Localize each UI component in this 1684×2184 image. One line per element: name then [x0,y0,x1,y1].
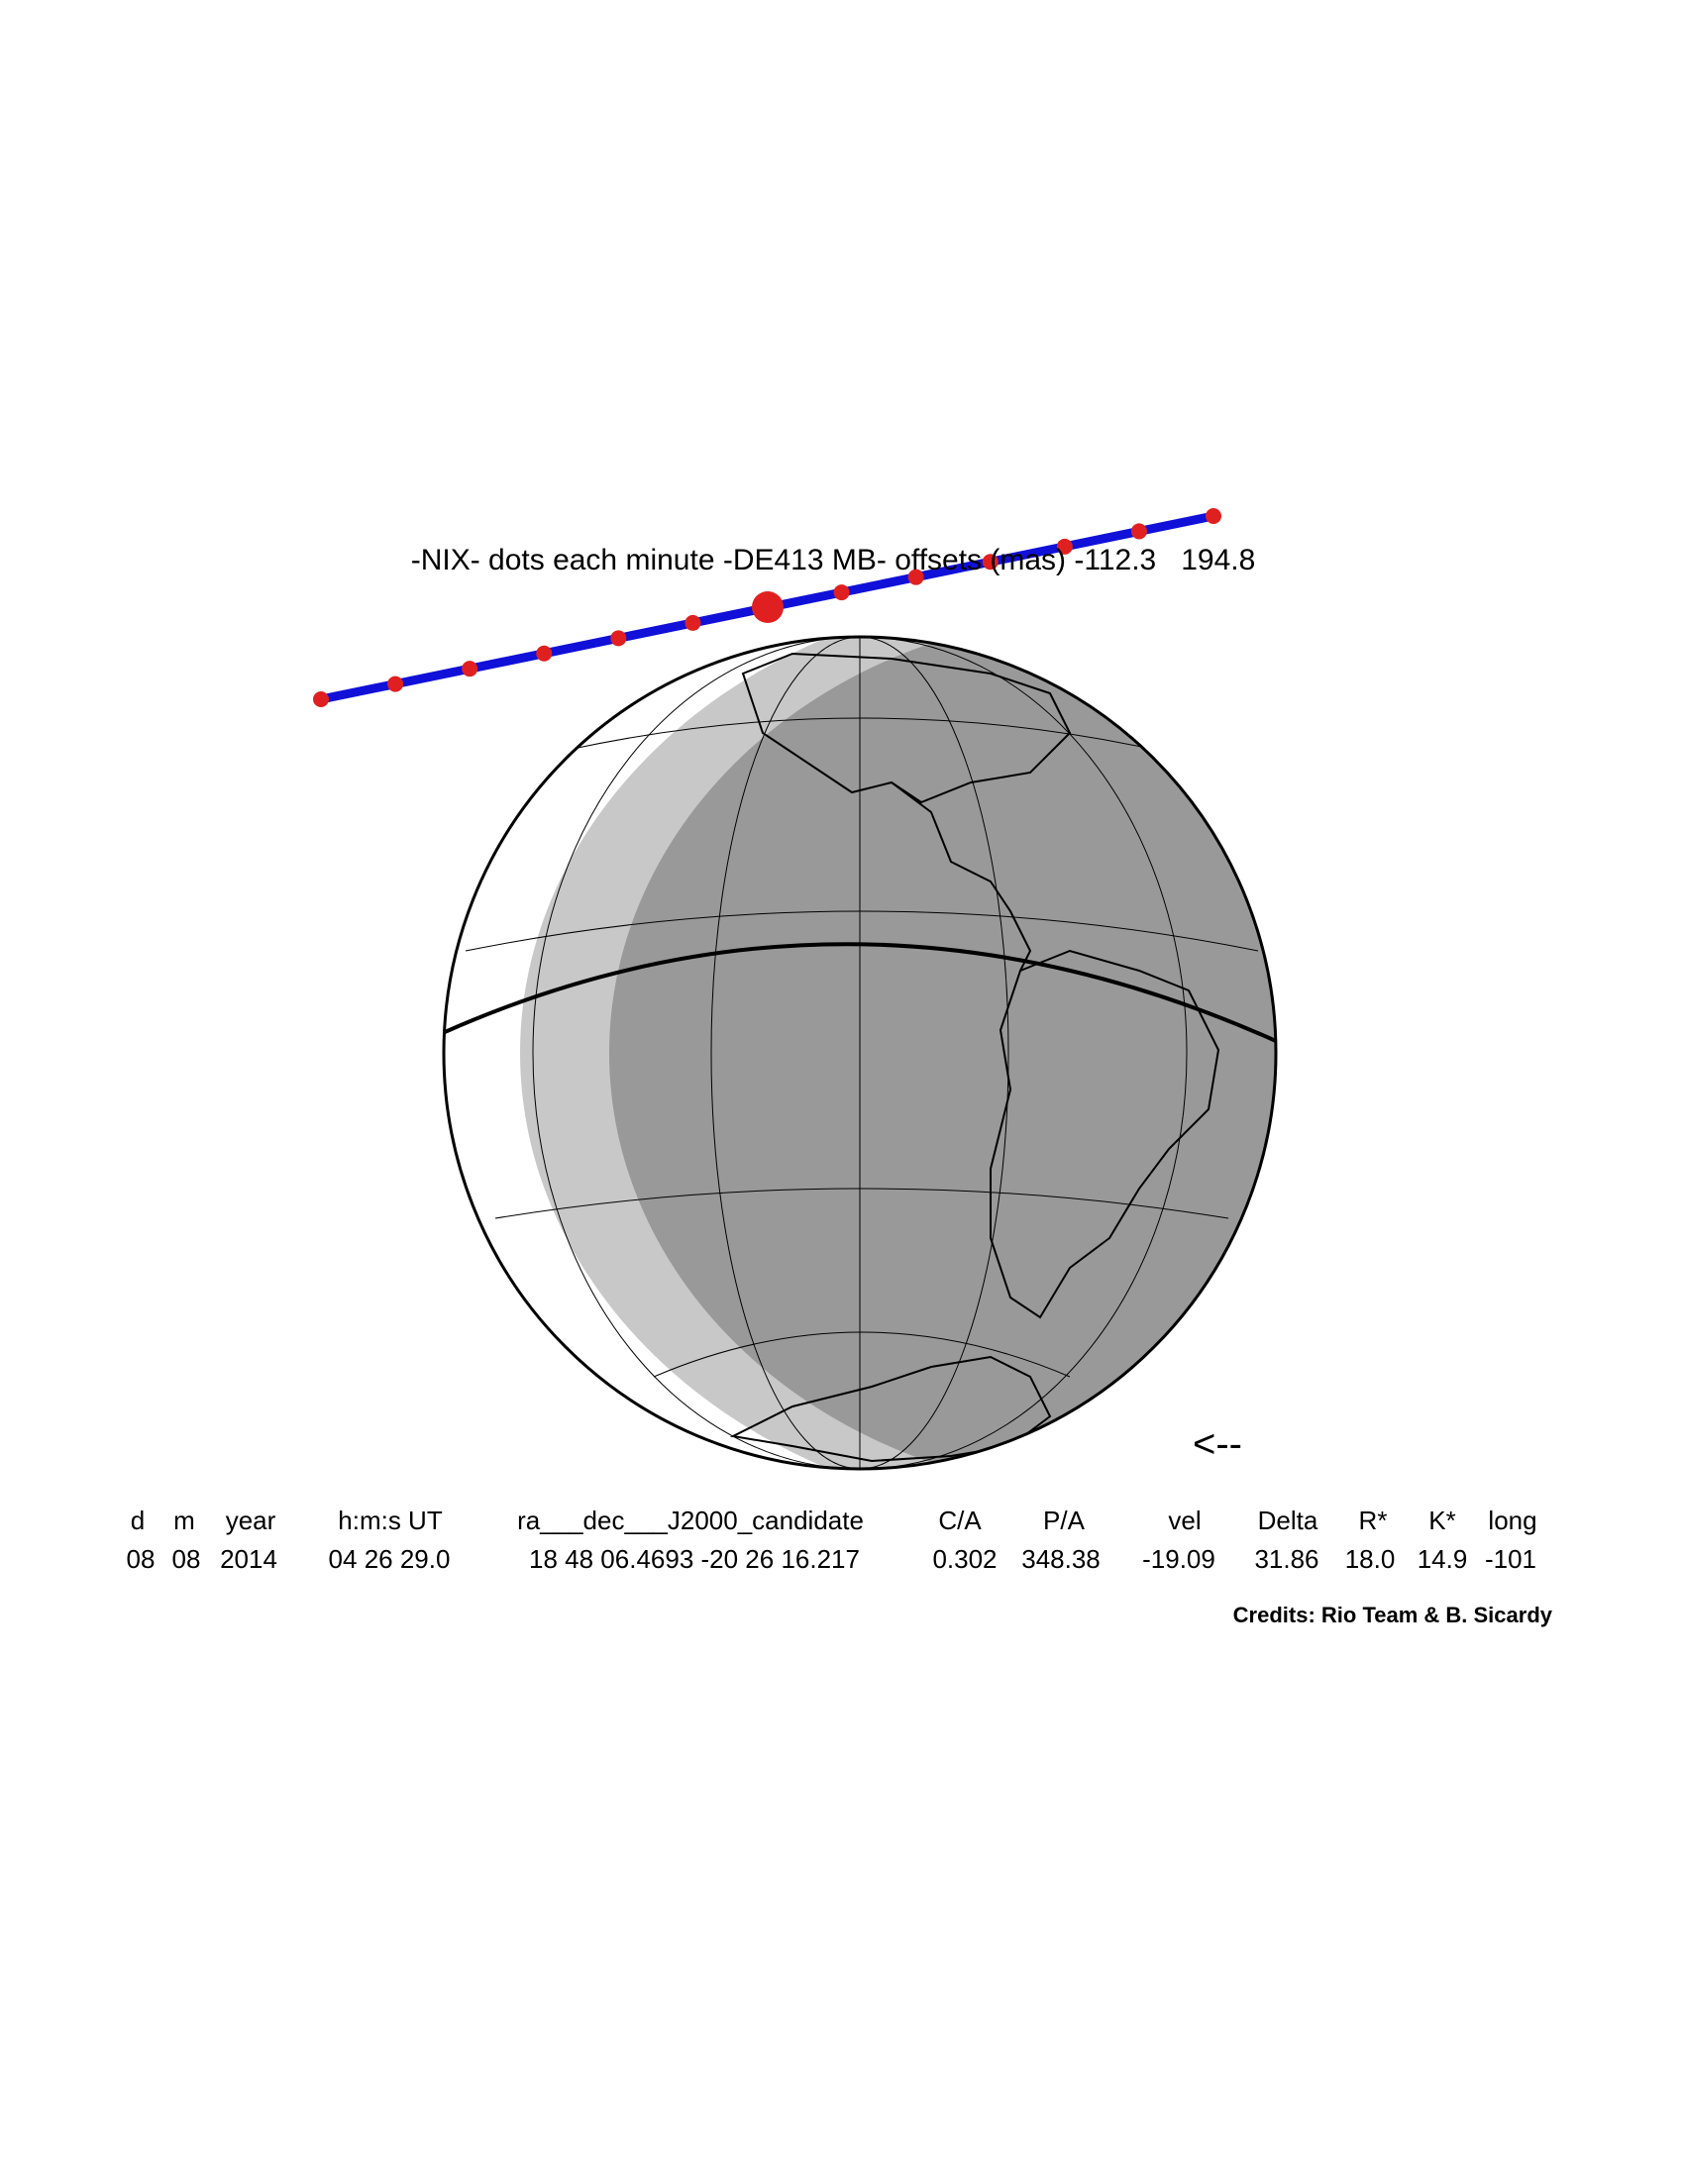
map-title: -NIX- dots each minute -DE413 MB- offset… [411,544,1256,576]
value-cell: 08 [127,1544,156,1574]
globe [442,635,1278,1471]
minute-dot [1206,508,1221,524]
value-cell: 08 [172,1544,201,1574]
graticule [465,637,1259,1469]
value-cell: 18 48 06.4693 -20 26 16.217 [529,1544,860,1574]
minute-dot [387,676,404,692]
header-cell: R* [1359,1506,1388,1535]
header-cell: ra___dec___J2000_candidate [517,1506,864,1535]
minute-dot [907,569,924,585]
header-cell: h:m:s UT [338,1506,443,1535]
closest-approach-dot [752,591,784,623]
minute-dot [610,630,627,647]
event-table: d m year h:m:s UT ra___dec___J2000_candidate… [127,1506,1537,1574]
header-cell: K* [1428,1506,1455,1535]
header-cell: year [226,1506,276,1535]
value-cell: 14.9 [1418,1544,1468,1574]
value-cell: 18.0 [1345,1544,1396,1574]
value-cell: 0.302 [932,1544,997,1574]
header-cell: m [173,1506,195,1535]
minute-dot [1130,523,1147,540]
credits: Credits: Rio Team & B. Sicardy [1233,1603,1553,1627]
equator-line [444,942,1276,1043]
minute-dot [313,691,329,707]
shadow-path [313,508,1221,707]
globe-outline [442,635,1278,1471]
minute-dot [982,554,999,571]
header-cell: P/A [1043,1506,1086,1535]
value-cell: 31.86 [1254,1544,1318,1574]
header-cell: vel [1168,1506,1201,1535]
minute-dot [536,645,553,662]
value-cell: 2014 [220,1544,277,1574]
value-cell: 04 26 29.0 [329,1544,451,1574]
minute-dot [833,584,850,601]
value-cell: 348.38 [1021,1544,1101,1574]
header-cell: long [1488,1506,1536,1535]
minute-dot [462,661,478,677]
header-cell: Delta [1258,1506,1318,1535]
night-side [609,637,1276,1469]
value-cell: -101 [1485,1544,1536,1574]
minute-dot [1056,538,1073,555]
direction-arrow: <-- [1193,1422,1242,1466]
header-cell: d [131,1506,145,1535]
minute-dot [684,614,701,631]
value-cell: -19.09 [1142,1544,1215,1574]
header-cell: C/A [938,1506,982,1535]
minute-dots [313,508,1221,707]
